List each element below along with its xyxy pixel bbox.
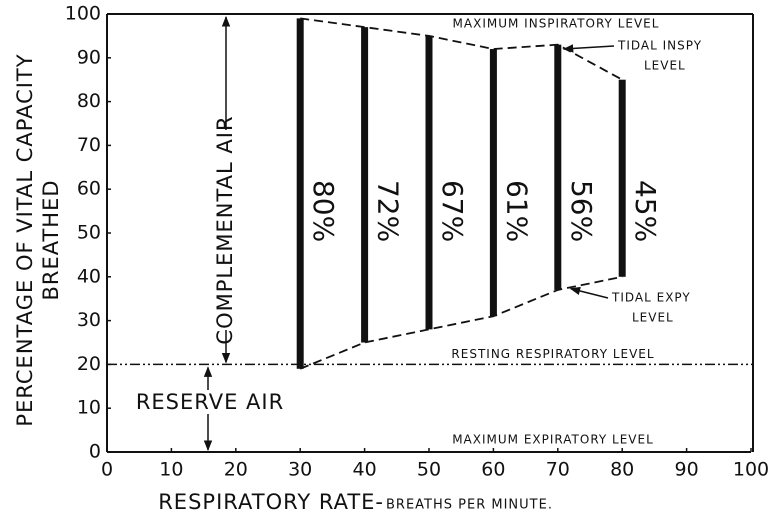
bar (361, 27, 369, 343)
y-tick-label: 0 (89, 441, 101, 463)
x-tick-label: 10 (159, 459, 183, 481)
bar (489, 49, 497, 317)
bar-label: 80% (307, 180, 340, 242)
label-bg (212, 130, 240, 330)
tidal-exp-line (299, 275, 623, 370)
x-tick-label: 70 (546, 459, 570, 481)
x-tick-label: 0 (101, 459, 113, 481)
y-tick-label: 100 (65, 3, 101, 25)
x-tick-label: 100 (733, 459, 769, 481)
y-label: PERCENTAGE OF VITAL CAPACITY (13, 53, 37, 426)
x-tick-label: 80 (610, 459, 634, 481)
x-tick-label: 20 (224, 459, 248, 481)
label-bg (128, 390, 294, 414)
annotation: MAXIMUM EXPIRATORY LEVEL (452, 433, 654, 447)
y-tick-label: 10 (77, 397, 101, 419)
bar (618, 79, 626, 277)
y-tick-label: 80 (77, 90, 101, 112)
y-tick-label: 70 (77, 134, 101, 156)
annotation: TIDAL EXPY (611, 291, 691, 305)
y-label: BREATHED (39, 179, 63, 300)
bar (296, 18, 304, 369)
bar-label: 61% (500, 180, 533, 242)
y-tick-label: 40 (77, 265, 101, 287)
x-tick-label: 90 (675, 459, 699, 481)
annotation: RESERVE AIR (136, 390, 284, 414)
bar-label: 56% (565, 180, 598, 242)
x-tick-label: 50 (417, 459, 441, 481)
bar-label: 67% (436, 180, 469, 242)
annotation: LEVEL (644, 59, 686, 73)
y-tick-label: 90 (77, 46, 101, 68)
bar-label: 45% (629, 180, 662, 242)
x-tick-label: 60 (481, 459, 505, 481)
bar (425, 35, 433, 330)
annotation: LEVEL (632, 311, 674, 325)
annotation: COMPLEMENTAL AIR (213, 115, 237, 344)
bar (554, 44, 562, 290)
annotation: MAXIMUM INSPIRATORY LEVEL (453, 17, 660, 31)
annotation: TIDAL INSPY (617, 39, 702, 53)
y-tick-label: 30 (77, 309, 101, 331)
bar-label: 72% (372, 180, 405, 242)
x-tick-label: 30 (288, 459, 312, 481)
y-tick-label: 20 (77, 353, 101, 375)
x-tick-label: 40 (353, 459, 377, 481)
x-label: RESPIRATORY RATE- (158, 490, 384, 514)
y-tick-label: 50 (77, 222, 101, 244)
arrow (562, 44, 615, 53)
x-label-sub: BREATHS PER MINUTE. (386, 498, 553, 513)
y-tick-label: 60 (77, 178, 101, 200)
annotation: RESTING RESPIRATORY LEVEL (451, 347, 654, 361)
arrow (569, 286, 609, 299)
